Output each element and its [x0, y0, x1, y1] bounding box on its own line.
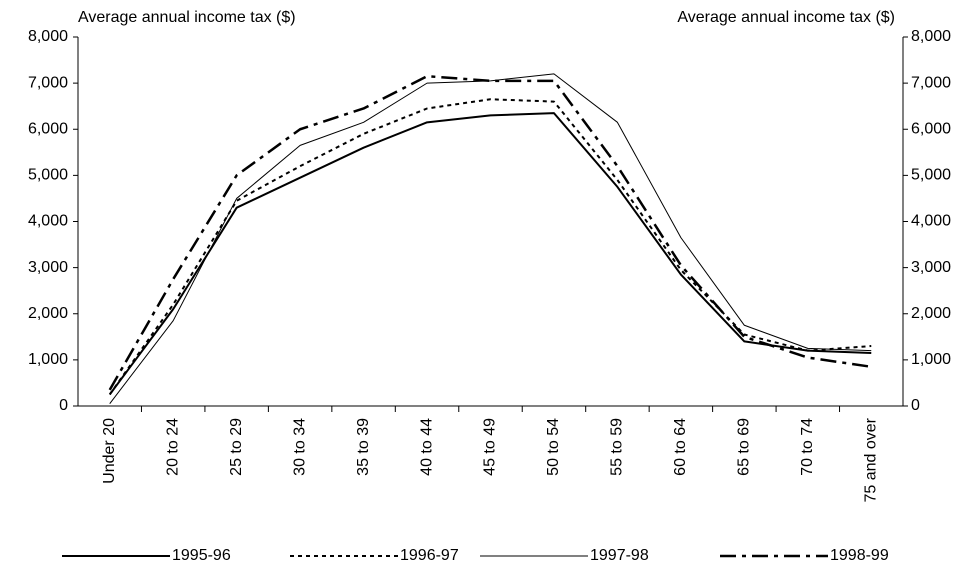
x-tick-label: 55 to 59	[609, 418, 626, 476]
y-tick-label: 7,000	[28, 74, 68, 91]
series-line	[108, 112, 872, 396]
y-tick-label: 3,000	[28, 259, 68, 276]
x-tick-label: Under 20	[101, 418, 118, 484]
y2-tick-label: 1,000	[911, 351, 951, 368]
y2-tick-label: 2,000	[911, 305, 951, 322]
series-line	[108, 74, 872, 391]
y-tick-label: 0	[59, 397, 68, 414]
x-tick-label: 60 to 64	[672, 418, 689, 476]
x-tick-label: 75 and over	[862, 417, 879, 502]
y2-tick-label: 4,000	[911, 213, 951, 230]
x-tick-label: 40 to 44	[418, 418, 435, 476]
x-tick-label: 70 to 74	[799, 418, 816, 476]
y-tick-label: 5,000	[28, 167, 68, 184]
y-tick-label: 4,000	[28, 213, 68, 230]
x-tick-label: 30 to 34	[291, 418, 308, 476]
legend-item: 1998-99	[720, 547, 889, 564]
y-tick-label: 6,000	[28, 120, 68, 137]
x-tick-label: 65 to 69	[736, 418, 753, 476]
y-tick-label: 1,000	[28, 351, 68, 368]
y2-tick-label: 7,000	[911, 74, 951, 91]
y2-tick-label: 0	[911, 397, 920, 414]
y2-tick-label: 6,000	[911, 120, 951, 137]
x-tick-label: 50 to 54	[545, 418, 562, 476]
legend-item: 1996-97	[290, 547, 459, 564]
x-tick-label: 20 to 24	[164, 418, 181, 476]
y-tick-label: 2,000	[28, 305, 68, 322]
y2-tick-label: 8,000	[911, 28, 951, 45]
legend-item: 1997-98	[480, 547, 649, 564]
legend-label: 1996-97	[400, 547, 459, 564]
series-line	[109, 73, 872, 404]
y2-tick-label: 3,000	[911, 259, 951, 276]
x-tick-label: 45 to 49	[482, 418, 499, 476]
series-line	[108, 98, 872, 396]
y2-axis-title: Average annual income tax ($)	[677, 9, 895, 26]
x-tick-label: 25 to 29	[228, 418, 245, 476]
legend-label: 1998-99	[830, 547, 889, 564]
legend-label: 1995-96	[172, 547, 231, 564]
y2-tick-label: 5,000	[911, 167, 951, 184]
legend-label: 1997-98	[590, 547, 649, 564]
y-tick-label: 8,000	[28, 28, 68, 45]
y-axis-title: Average annual income tax ($)	[78, 9, 296, 26]
x-tick-label: 35 to 39	[355, 418, 372, 476]
legend-item: 1995-96	[62, 547, 231, 564]
